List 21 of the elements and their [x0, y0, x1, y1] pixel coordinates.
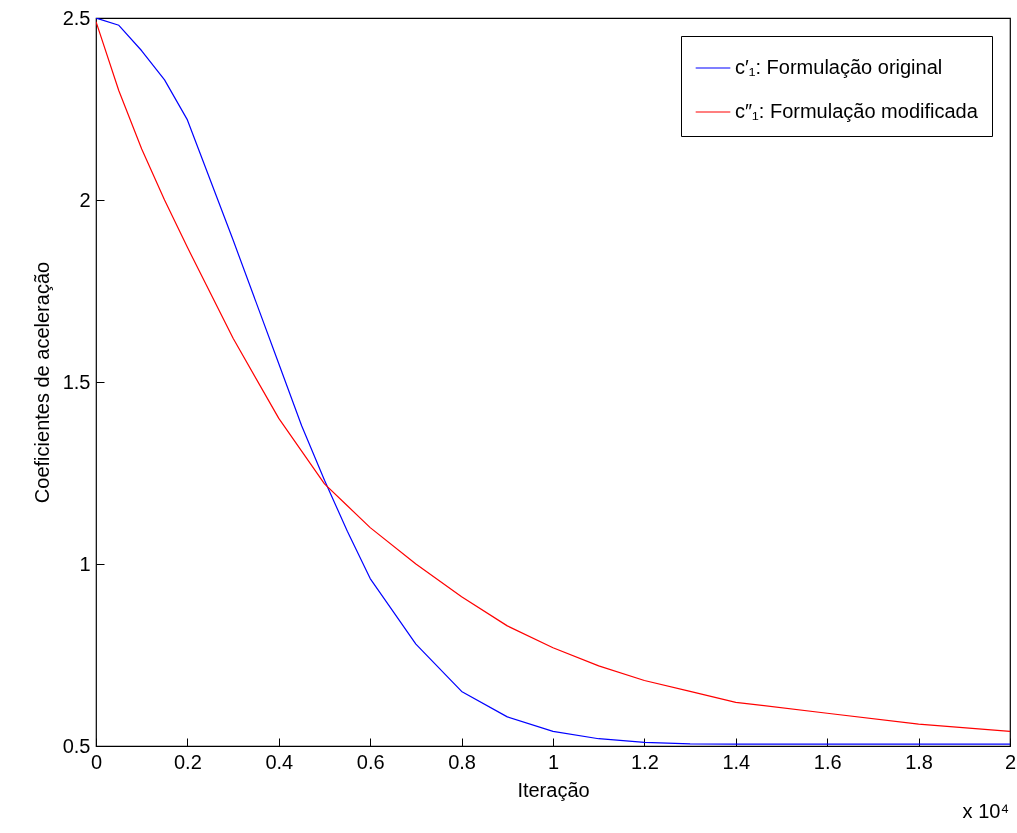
- x-tick-label: 1.8: [905, 750, 934, 773]
- x-tick-label: 1.2: [630, 750, 659, 773]
- text: x 10⁴: [962, 800, 1009, 823]
- x-tick-label: 0.6: [356, 750, 385, 773]
- y-tick-label: 0.5: [62, 734, 91, 757]
- x-tick-label: 1.6: [813, 750, 842, 773]
- legend-label: c′₁: Formulação original: [735, 56, 943, 78]
- x-tick-label: 2: [1004, 750, 1017, 773]
- x-tick-label: 0: [90, 750, 103, 773]
- x-tick-label: 1: [547, 750, 560, 773]
- x-tick-label: 0.4: [265, 750, 294, 773]
- y-tick-label: 1: [79, 552, 91, 575]
- y-tick-label: 2.5: [62, 6, 91, 29]
- x-axis-title: Iteração: [517, 778, 590, 801]
- y-tick-label: 2: [79, 188, 91, 211]
- x-tick-label: 0.8: [448, 750, 477, 773]
- x-tick-label: 1.4: [722, 750, 751, 773]
- x-tick-label: 0.2: [173, 750, 202, 773]
- y-tick-label: 1.5: [62, 370, 91, 393]
- y-axis-title: Coeficientes de aceleração: [30, 261, 53, 504]
- legend-label: c″₁: Formulação modificada: [735, 100, 979, 122]
